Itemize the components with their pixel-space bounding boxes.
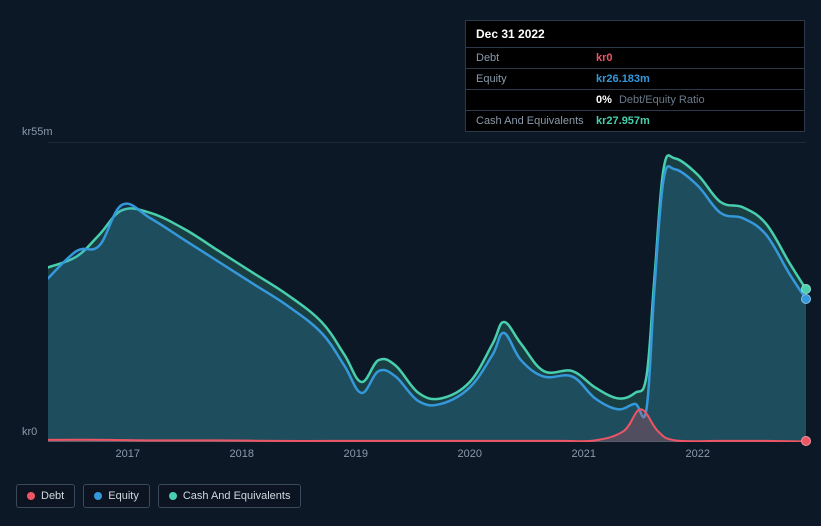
tooltip-equity-value: kr26.183m: [596, 73, 650, 85]
legend-swatch: [27, 492, 35, 500]
tooltip-ratio-spacer: [476, 94, 596, 106]
x-tick: 2022: [685, 448, 709, 460]
legend-item[interactable]: Equity: [83, 484, 150, 508]
tooltip-ratio-pct: 0%: [596, 94, 612, 106]
x-tick: 2020: [457, 448, 481, 460]
tooltip-cash-label: Cash And Equivalents: [476, 115, 596, 127]
y-axis-top-label: kr55m: [22, 126, 53, 138]
series-end-marker: [801, 294, 811, 304]
tooltip-debt-row: Debt kr0: [466, 48, 804, 69]
series-end-marker: [801, 436, 811, 446]
tooltip-debt-value: kr0: [596, 52, 613, 64]
x-tick: 2018: [230, 448, 254, 460]
tooltip-equity-row: Equity kr26.183m: [466, 69, 804, 90]
legend-swatch: [94, 492, 102, 500]
tooltip-date: Dec 31 2022: [466, 21, 804, 48]
tooltip-debt-label: Debt: [476, 52, 596, 64]
x-tick: 2019: [344, 448, 368, 460]
legend-item[interactable]: Cash And Equivalents: [158, 484, 302, 508]
legend-label: Cash And Equivalents: [183, 490, 291, 502]
x-tick: 2017: [116, 448, 140, 460]
data-tooltip: Dec 31 2022 Debt kr0 Equity kr26.183m 0%…: [465, 20, 805, 132]
tooltip-cash-row: Cash And Equivalents kr27.957m: [466, 111, 804, 131]
series-end-marker: [801, 284, 811, 294]
tooltip-ratio-row: 0% Debt/Equity Ratio: [466, 90, 804, 111]
legend-item[interactable]: Debt: [16, 484, 75, 508]
x-tick: 2021: [571, 448, 595, 460]
tooltip-equity-label: Equity: [476, 73, 596, 85]
x-axis: 2017 2018 2019 2020 2021 2022: [48, 448, 806, 466]
chart-plot-area[interactable]: [48, 142, 806, 442]
tooltip-ratio-text: Debt/Equity Ratio: [619, 94, 705, 106]
tooltip-ratio: 0% Debt/Equity Ratio: [596, 94, 705, 106]
legend-swatch: [169, 492, 177, 500]
chart-svg: [48, 142, 806, 442]
y-axis-bottom-label: kr0: [22, 426, 37, 438]
legend: Debt Equity Cash And Equivalents: [16, 484, 301, 508]
legend-label: Debt: [41, 490, 64, 502]
legend-label: Equity: [108, 490, 139, 502]
tooltip-cash-value: kr27.957m: [596, 115, 650, 127]
